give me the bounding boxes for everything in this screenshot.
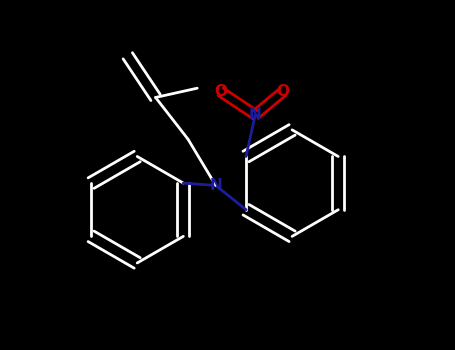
Text: O: O: [277, 84, 289, 99]
Text: N: N: [209, 178, 222, 193]
Text: O: O: [214, 84, 227, 99]
Text: N: N: [249, 107, 262, 122]
